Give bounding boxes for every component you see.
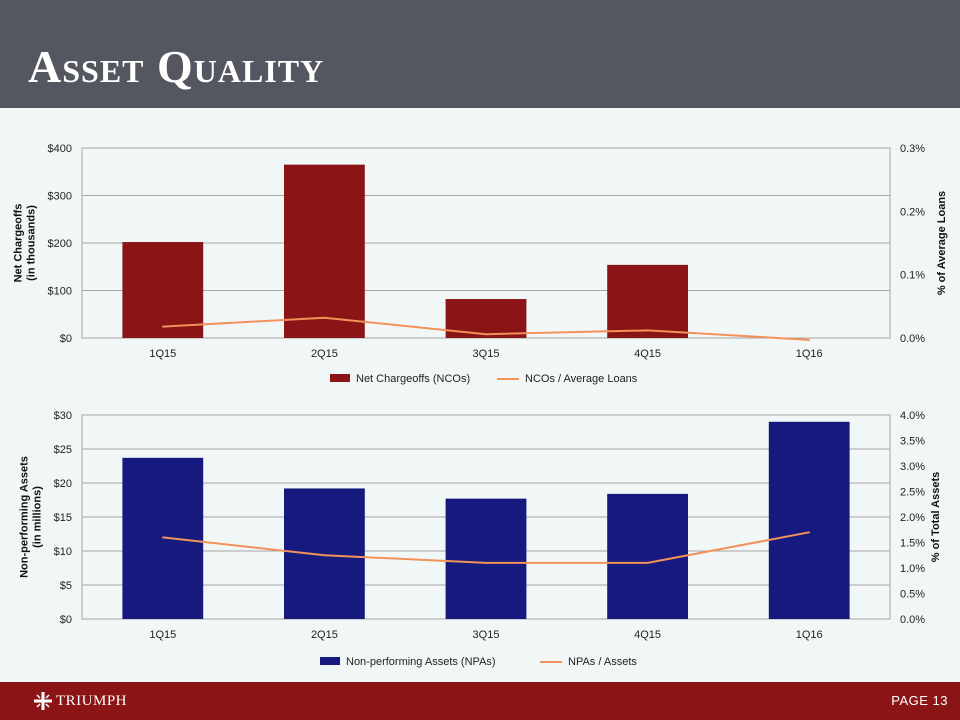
page-title: Asset Quality — [28, 41, 325, 92]
legend-line-label: NPAs / Assets — [568, 656, 637, 668]
x-tick-label: 4Q15 — [634, 629, 661, 641]
y-tick-label: $0 — [60, 614, 72, 626]
y-axis-title: Net Chargeoffs(in thousands) — [13, 204, 38, 283]
x-tick-label: 2Q15 — [311, 348, 338, 360]
legend-line-label: NCOs / Average Loans — [525, 373, 638, 385]
y-tick-label: $200 — [48, 238, 72, 250]
bar — [284, 488, 365, 619]
line-point — [485, 562, 487, 564]
y2-tick-label: 3.0% — [900, 461, 925, 473]
cross-logo-icon — [34, 692, 52, 710]
y2-tick-label: 0.1% — [900, 270, 925, 282]
line-point — [808, 531, 810, 534]
x-tick-label: 1Q16 — [796, 629, 823, 641]
bar — [122, 457, 204, 619]
bar — [607, 264, 688, 338]
bar — [445, 498, 527, 619]
legend: Net Chargeoffs (NCOs) NCOs / Average Loan… — [330, 373, 638, 385]
footer-bar: TRIUMPH PAGE 13 — [0, 682, 960, 720]
y2-tick-label: 0.2% — [900, 206, 925, 218]
y2-tick-label: 1.5% — [900, 538, 925, 550]
x-tick-label: 3Q15 — [473, 629, 500, 641]
legend-bar-label: Non-performing Assets (NPAs) — [346, 656, 496, 668]
y-tick-label: $300 — [48, 191, 72, 203]
x-tick-label: 2Q15 — [311, 629, 338, 641]
header-bar: Asset Quality — [0, 0, 960, 108]
legend-bar-swatch — [330, 374, 350, 382]
y-tick-label: $20 — [54, 478, 72, 490]
line-point — [323, 554, 326, 557]
line-point — [162, 536, 164, 539]
y-axis-title: Non-performing Assets(in millions) — [19, 456, 44, 578]
y-tick-label: $100 — [48, 286, 72, 298]
y-tick-label: $400 — [48, 143, 72, 155]
line-point — [646, 562, 649, 564]
y2-tick-label: 4.0% — [900, 410, 925, 422]
y-tick-label: $15 — [54, 512, 72, 524]
triumph-logo: TRIUMPH — [34, 691, 127, 711]
x-tick-label: 1Q15 — [149, 629, 176, 641]
net-chargeoffs-chart: $0 $100 $200 $300 $400 0.0% 0.1% 0.2% 0.3% 1Q15 2Q… — [13, 143, 949, 385]
page-number: PAGE 13 — [891, 693, 948, 708]
legend-bar-swatch — [320, 657, 340, 665]
y-tick-label: $10 — [54, 546, 72, 558]
line-point — [323, 316, 326, 319]
line-point — [808, 339, 810, 341]
y-tick-label: $30 — [54, 410, 72, 422]
y2-tick-label: 0.0% — [900, 333, 925, 345]
bar — [607, 493, 688, 619]
y2-tick-label: 1.0% — [900, 563, 925, 575]
bar — [122, 242, 204, 338]
line-point — [646, 329, 649, 332]
legend-bar-label: Net Chargeoffs (NCOs) — [356, 373, 470, 385]
y-tick-label: $25 — [54, 444, 72, 456]
non-performing-assets-chart: $0 $5 $10 $15 $20 $25 $30 0.0% 0.5% 1.0% 1.5% 2.0% 2… — [19, 410, 943, 668]
y2-tick-label: 2.5% — [900, 487, 925, 499]
line-point — [162, 325, 164, 328]
y2-tick-label: 0.0% — [900, 614, 925, 626]
x-tick-label: 4Q15 — [634, 348, 661, 360]
x-tick-label: 1Q15 — [149, 348, 176, 360]
bar — [768, 421, 850, 619]
y2-tick-label: 0.3% — [900, 143, 925, 155]
logo-text: TRIUMPH — [56, 692, 128, 709]
y2-tick-label: 0.5% — [900, 589, 925, 601]
y2-axis-title: % of Average Loans — [936, 191, 948, 295]
y2-axis-title: % of Total Assets — [930, 472, 942, 562]
bar — [284, 164, 365, 338]
y-tick-label: $0 — [60, 333, 72, 345]
legend: Non-performing Assets (NPAs) NPAs / Asset… — [320, 656, 637, 668]
x-tick-label: 3Q15 — [473, 348, 500, 360]
y2-tick-label: 3.5% — [900, 436, 925, 448]
y-tick-label: $5 — [60, 580, 72, 592]
y2-tick-label: 2.0% — [900, 512, 925, 524]
x-tick-label: 1Q16 — [796, 348, 823, 360]
line-point — [485, 333, 487, 335]
